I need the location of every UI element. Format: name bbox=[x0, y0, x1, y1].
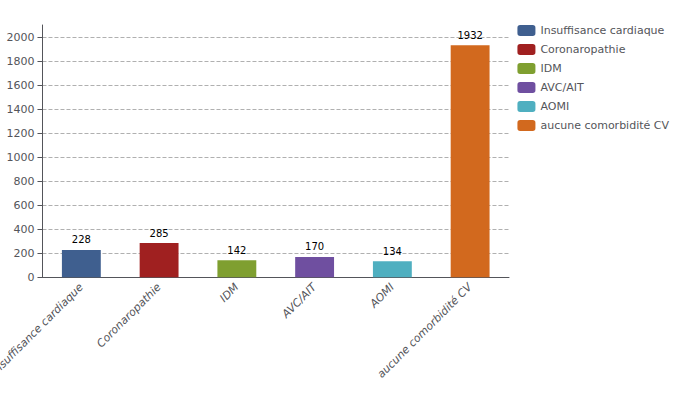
svg-text:IDM: IDM bbox=[217, 280, 242, 305]
svg-text:400: 400 bbox=[13, 223, 34, 236]
svg-text:200: 200 bbox=[13, 247, 34, 260]
svg-text:Coronaropathie: Coronaropathie bbox=[540, 43, 625, 56]
svg-text:AVC/AIT: AVC/AIT bbox=[279, 280, 320, 321]
svg-text:Coronaropathie: Coronaropathie bbox=[94, 281, 164, 351]
svg-text:1000: 1000 bbox=[6, 151, 34, 164]
svg-text:IDM: IDM bbox=[540, 62, 561, 75]
svg-text:800: 800 bbox=[13, 175, 34, 188]
svg-text:1932: 1932 bbox=[457, 30, 482, 41]
svg-text:1600: 1600 bbox=[6, 79, 34, 92]
svg-text:134: 134 bbox=[383, 246, 402, 257]
svg-text:2000: 2000 bbox=[6, 31, 34, 44]
svg-text:0: 0 bbox=[27, 271, 34, 284]
svg-text:1400: 1400 bbox=[6, 103, 34, 116]
svg-text:aucune comorbidité CV: aucune comorbidité CV bbox=[375, 280, 476, 381]
svg-text:Insuffisance cardiaque: Insuffisance cardiaque bbox=[540, 24, 664, 37]
svg-text:Insuffisance cardiaque: Insuffisance cardiaque bbox=[0, 281, 86, 378]
svg-text:1200: 1200 bbox=[6, 127, 34, 140]
svg-text:1800: 1800 bbox=[6, 55, 34, 68]
svg-text:aucune comorbidité CV: aucune comorbidité CV bbox=[540, 119, 669, 132]
svg-text:AOMI: AOMI bbox=[367, 281, 397, 311]
svg-text:285: 285 bbox=[150, 228, 169, 239]
svg-text:AOMI: AOMI bbox=[540, 100, 569, 113]
svg-text:AVC/AIT: AVC/AIT bbox=[540, 81, 584, 94]
svg-text:600: 600 bbox=[13, 199, 34, 212]
svg-text:170: 170 bbox=[305, 241, 324, 252]
svg-text:228: 228 bbox=[72, 234, 91, 245]
svg-text:142: 142 bbox=[227, 245, 246, 256]
